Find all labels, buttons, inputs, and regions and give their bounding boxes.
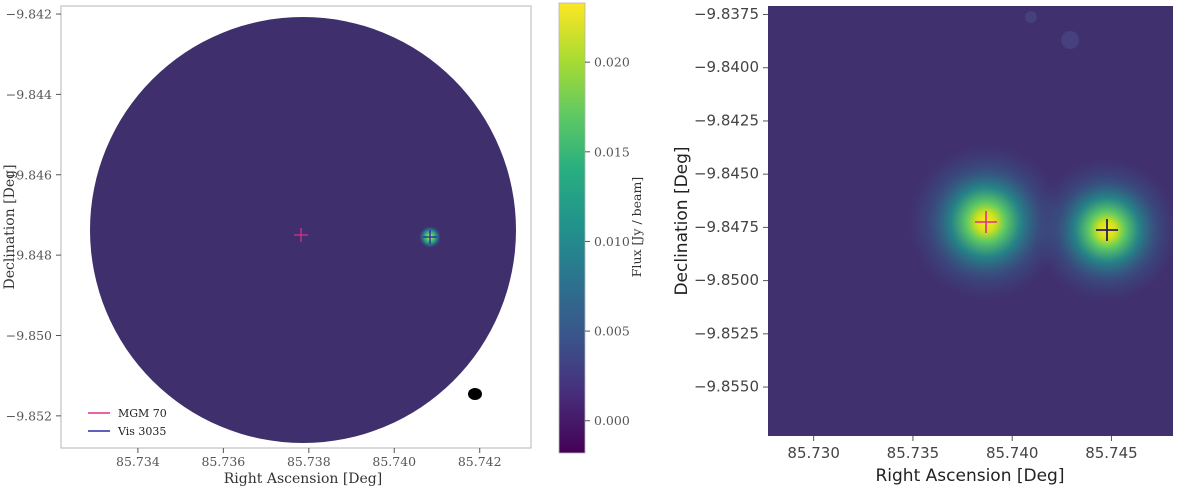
marker-mgm-70 — [294, 228, 308, 242]
left-y-ticks: −9.842 −9.844 −9.846 −9.848 −9.850 −9.852 — [6, 7, 61, 423]
right-y-tick-label: −9.8400 — [694, 58, 759, 76]
faint-blob — [1061, 31, 1079, 49]
colorbar: 0.020 0.015 0.010 0.005 0.000 Flux [Jy / bea… — [558, 2, 644, 454]
right-y-tick-label: −9.8475 — [694, 218, 759, 236]
right-y-ticks: −9.8375 −9.8400 −9.8425 −9.8450 −9.8475 −9.85… — [694, 5, 768, 396]
legend: MGM 70 Vis 3035 — [88, 407, 167, 438]
left-y-tick-label: −9.844 — [6, 87, 52, 102]
colorbar-tick-label: 0.000 — [594, 413, 630, 428]
left-y-tick-label: −9.852 — [6, 408, 52, 423]
left-x-ticks: 85.734 85.736 85.738 85.740 85.742 — [116, 448, 502, 469]
colorbar-tick-label: 0.015 — [594, 144, 630, 159]
right-y-tick-label: −9.8550 — [694, 378, 759, 396]
left-x-axis-label: Right Ascension [Deg] — [224, 471, 382, 487]
legend-label-mgm-70: MGM 70 — [118, 407, 167, 420]
field-of-view-disc — [90, 17, 516, 443]
left-y-tick-label: −9.842 — [6, 7, 52, 22]
right-y-tick-label: −9.8450 — [694, 165, 759, 183]
right-x-tick-label: 85.740 — [986, 444, 1039, 462]
marker-vis-3035 — [423, 230, 437, 244]
left-x-tick-label: 85.734 — [116, 454, 160, 469]
right-y-tick-label: −9.8375 — [694, 5, 759, 23]
faint-blob — [1025, 11, 1037, 23]
legend-label-vis-3035: Vis 3035 — [117, 425, 166, 438]
right-y-tick-label: −9.8425 — [694, 111, 759, 129]
colorbar-tick-label: 0.005 — [594, 324, 630, 339]
right-x-tick-label: 85.735 — [887, 444, 940, 462]
left-y-tick-label: −9.848 — [6, 248, 52, 263]
right-y-tick-label: −9.8525 — [694, 324, 759, 342]
marker-mgm-70-right — [975, 211, 997, 233]
colorbar-ticks: 0.020 0.015 0.010 0.005 0.000 — [585, 55, 630, 428]
left-panel: 85.734 85.736 85.738 85.740 85.742 −9.842−9.… — [2, 5, 532, 487]
right-y-tick-label: −9.8500 — [694, 271, 759, 289]
left-y-tick-label: −9.846 — [6, 167, 52, 182]
colorbar-tick-label: 0.010 — [594, 234, 630, 249]
right-x-tick-label: 85.745 — [1085, 444, 1138, 462]
left-x-tick-label: 85.736 — [201, 454, 245, 469]
left-x-tick-label: 85.738 — [287, 454, 331, 469]
left-y-axis-label: Declination [Deg] — [2, 164, 18, 289]
right-y-axis-label: Declination [Deg] — [672, 146, 692, 295]
beam-ellipse — [468, 388, 482, 400]
right-x-tick-label: 85.730 — [787, 444, 840, 462]
right-panel: 85.730 85.735 85.740 85.745 −9.8375−9.8400−… — [672, 5, 1173, 486]
left-x-tick-label: 85.742 — [458, 454, 502, 469]
colorbar-gradient — [558, 2, 586, 454]
right-x-ticks: 85.730 85.735 85.740 85.745 — [787, 436, 1138, 462]
left-x-tick-label: 85.740 — [372, 454, 416, 469]
colorbar-tick-label: 0.020 — [594, 55, 630, 70]
colorbar-label: Flux [Jy / beam] — [629, 177, 644, 277]
left-y-tick-label: −9.850 — [6, 328, 52, 343]
marker-vis-3035-right — [1096, 219, 1118, 241]
right-x-axis-label: Right Ascension [Deg] — [875, 466, 1064, 486]
